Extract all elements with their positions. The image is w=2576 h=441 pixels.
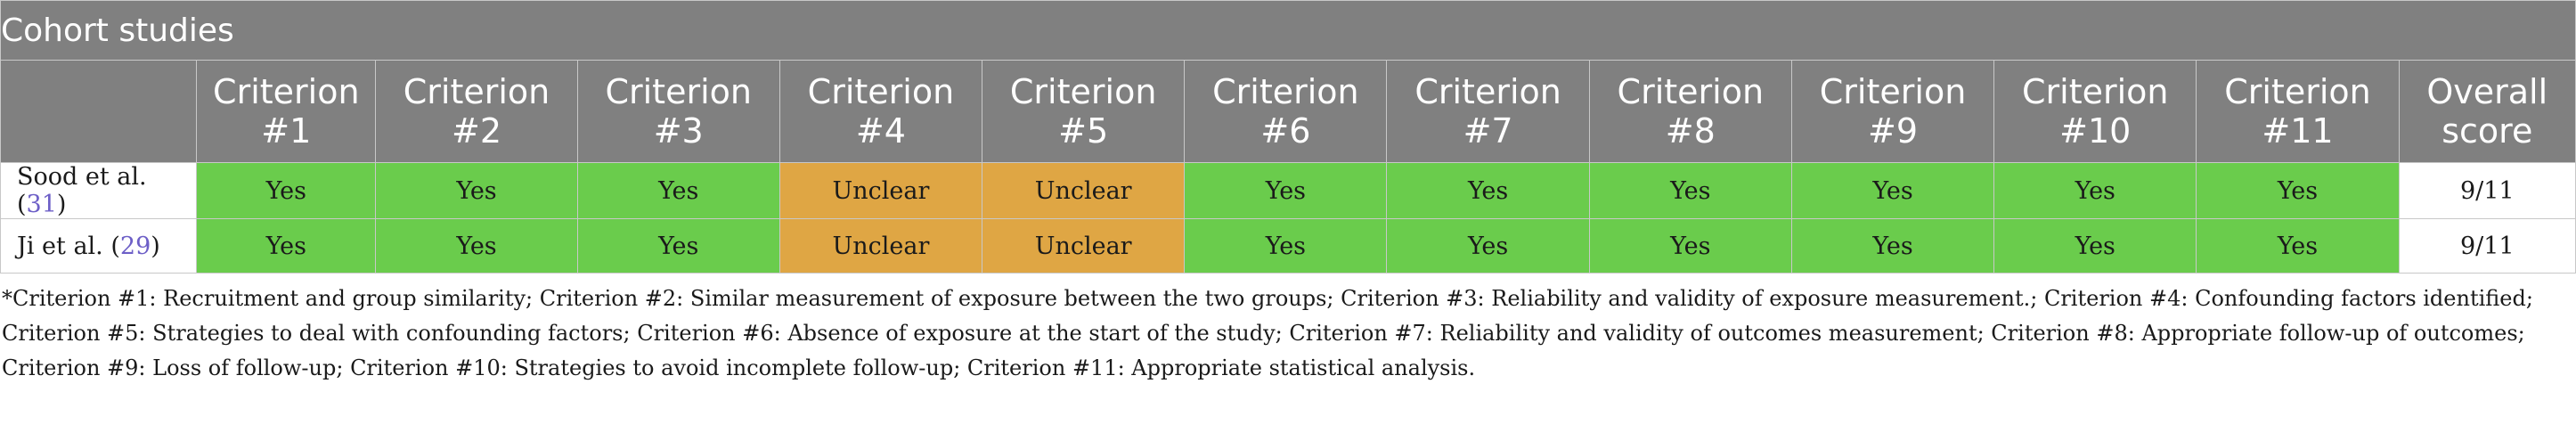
- rating-cell-criterion-3: Yes: [576, 218, 780, 274]
- rating-cell-criterion-3: Yes: [576, 162, 780, 219]
- column-header-line2: #1: [261, 111, 312, 151]
- rating-cell-criterion-10: Yes: [1993, 218, 2197, 274]
- rating-cell-criterion-1: Yes: [196, 162, 377, 219]
- rating-cell-criterion-4: Unclear: [779, 218, 983, 274]
- column-header-line1: Overall: [2426, 72, 2548, 111]
- table-footnote: *Criterion #1: Recruitment and group sim…: [2, 286, 2533, 380]
- column-header-criterion-3: Criterion #3: [576, 60, 780, 163]
- rating-cell-criterion-11: Yes: [2196, 162, 2400, 219]
- table-row: Ji et al. (29) Yes Yes Yes Unclear Uncle…: [0, 218, 2576, 274]
- header-study-cell: [0, 60, 198, 163]
- study-name-cell: Ji et al. (29): [0, 218, 198, 274]
- column-header-line2: #2: [451, 111, 502, 151]
- rating-cell-criterion-5: Unclear: [982, 218, 1186, 274]
- rating-cell-criterion-5: Unclear: [982, 162, 1186, 219]
- column-header-criterion-4: Criterion #4: [779, 60, 983, 163]
- study-name-close: ): [56, 191, 67, 218]
- column-header-line2: #11: [2262, 111, 2334, 151]
- column-header-overall-score: Overall score: [2398, 60, 2576, 163]
- rating-cell-criterion-4: Unclear: [779, 162, 983, 219]
- column-header-criterion-7: Criterion #7: [1386, 60, 1590, 163]
- column-header-line1: Criterion: [1212, 72, 1359, 111]
- rating-cell-criterion-9: Yes: [1790, 162, 1995, 219]
- rating-cell-criterion-8: Yes: [1588, 162, 1792, 219]
- column-header-line1: Criterion: [403, 72, 550, 111]
- column-header-criterion-11: Criterion #11: [2196, 60, 2400, 163]
- overall-score-cell: 9/11: [2398, 218, 2576, 274]
- column-header-criterion-9: Criterion #9: [1790, 60, 1995, 163]
- reference-link[interactable]: 29: [119, 232, 151, 260]
- rating-cell-criterion-6: Yes: [1184, 218, 1388, 274]
- column-header-line1: Criterion: [2021, 72, 2169, 111]
- rating-cell-criterion-9: Yes: [1790, 218, 1995, 274]
- rating-cell-criterion-7: Yes: [1386, 162, 1590, 219]
- column-header-criterion-1: Criterion #1: [196, 60, 377, 163]
- study-name: Ji et al. (: [17, 232, 120, 260]
- rating-cell-criterion-11: Yes: [2196, 218, 2400, 274]
- column-header-line1: Criterion: [1009, 72, 1157, 111]
- column-header-criterion-5: Criterion #5: [982, 60, 1186, 163]
- rating-cell-criterion-7: Yes: [1386, 218, 1590, 274]
- column-header-line2: #9: [1868, 111, 1919, 151]
- rating-cell-criterion-8: Yes: [1588, 218, 1792, 274]
- table-title-row: Cohort studies: [0, 0, 2576, 61]
- reference-link[interactable]: 31: [26, 191, 57, 218]
- column-header-criterion-8: Criterion #8: [1588, 60, 1792, 163]
- column-header-line1: Criterion: [605, 72, 752, 111]
- cohort-studies-table-wrapper: Cohort studies Criterion #1 Criterion #2 C…: [0, 0, 2576, 274]
- rating-cell-criterion-10: Yes: [1993, 162, 2197, 219]
- column-header-line1: Criterion: [807, 72, 955, 111]
- column-header-line2: #6: [1260, 111, 1311, 151]
- column-header-line1: Criterion: [1617, 72, 1765, 111]
- column-header-line1: Criterion: [1414, 72, 1561, 111]
- table-row: Sood et al. (31) Yes Yes Yes Unclear Unc…: [0, 162, 2576, 219]
- rating-cell-criterion-2: Yes: [375, 162, 578, 219]
- column-header-line2: #3: [653, 111, 704, 151]
- table-header-row: Criterion #1 Criterion #2 Criterion #3 Crit…: [0, 60, 2576, 163]
- rating-cell-criterion-6: Yes: [1184, 162, 1388, 219]
- column-header-line2: #5: [1058, 111, 1109, 151]
- table-title: Cohort studies: [0, 0, 2576, 61]
- study-name-cell: Sood et al. (31): [0, 162, 198, 219]
- column-header-criterion-2: Criterion #2: [375, 60, 578, 163]
- column-header-line2: score: [2441, 111, 2533, 151]
- cohort-studies-table: Cohort studies Criterion #1 Criterion #2 C…: [0, 0, 2576, 274]
- study-name-close: ): [151, 232, 160, 260]
- study-name: Sood et al. (: [17, 163, 147, 218]
- column-header-line1: Criterion: [213, 72, 360, 111]
- column-header-criterion-10: Criterion #10: [1993, 60, 2197, 163]
- overall-score-cell: 9/11: [2398, 162, 2576, 219]
- column-header-line1: Criterion: [1819, 72, 1967, 111]
- rating-cell-criterion-2: Yes: [375, 218, 578, 274]
- column-header-line1: Criterion: [2224, 72, 2371, 111]
- rating-cell-criterion-1: Yes: [196, 218, 377, 274]
- column-header-line2: #4: [855, 111, 906, 151]
- column-header-line2: #8: [1665, 111, 1716, 151]
- column-header-line2: #10: [2059, 111, 2132, 151]
- column-header-line2: #7: [1463, 111, 1513, 151]
- column-header-criterion-6: Criterion #6: [1184, 60, 1388, 163]
